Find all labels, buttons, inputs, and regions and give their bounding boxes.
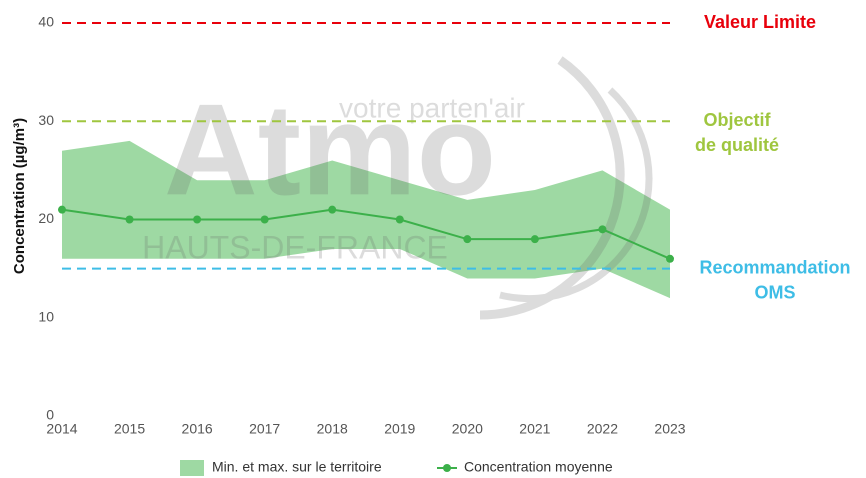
point [666,254,674,263]
x-tick-label: 2022 [587,421,618,437]
reference-label: Recommandation [699,257,850,277]
point [463,235,472,244]
min-max-band [62,140,670,299]
watermark-region: HAUTS-DE-FRANCE [142,229,448,265]
reference-label: Valeur Limite [704,12,816,32]
watermark: Atmo HAUTS-DE-FRANCE votre parten'air [142,56,653,320]
x-tick-label: 2014 [46,421,77,437]
x-tick-label: 2017 [249,421,280,437]
watermark-arc [499,87,653,303]
legend-label: Min. et max. sur le territoire [212,459,382,475]
point [193,215,202,224]
reference-label: Objectif [703,110,771,130]
watermark-arc [479,56,625,320]
reference-label: de qualité [695,135,779,155]
x-tick-label: 2019 [384,421,415,437]
y-axis-label: Concentration (µg/m³) [11,118,28,274]
y-tick-label: 0 [46,407,54,423]
watermark-logo: Atmo [164,76,496,222]
point [530,235,539,244]
point [58,205,66,214]
x-tick-label: 2015 [114,421,145,437]
y-tick-label: 40 [38,14,54,30]
x-tick-label: 2020 [452,421,483,437]
legend-swatch [180,460,204,476]
point [260,215,269,224]
x-tick-label: 2018 [317,421,348,437]
y-tick-label: 20 [38,210,54,226]
x-tick-label: 2023 [654,421,685,437]
point [598,225,607,234]
point [328,205,337,214]
y-tick-label: 10 [38,308,54,324]
point [395,215,404,224]
y-tick-label: 30 [38,112,54,128]
legend-label: Concentration moyenne [464,459,613,475]
x-tick-label: 2016 [182,421,213,437]
point [125,215,134,224]
watermark-tagline: votre parten'air [339,92,525,123]
x-tick-label: 2021 [519,421,550,437]
legend-marker [443,464,451,472]
series-line [61,208,671,260]
reference-label: OMS [754,282,795,302]
